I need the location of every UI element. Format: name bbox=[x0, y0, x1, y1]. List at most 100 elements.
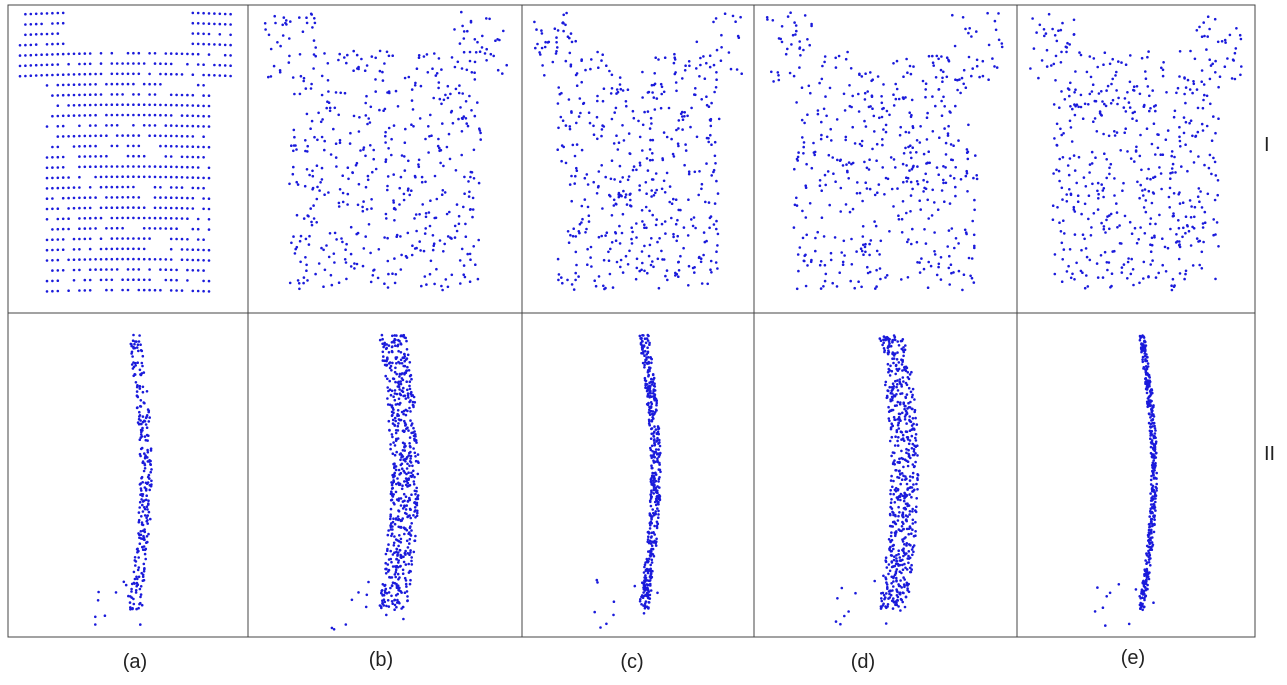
point bbox=[345, 243, 348, 246]
point bbox=[303, 276, 306, 279]
point bbox=[384, 584, 387, 587]
point bbox=[393, 334, 396, 337]
point bbox=[57, 53, 60, 56]
point bbox=[902, 346, 905, 349]
point bbox=[655, 218, 658, 221]
point bbox=[327, 191, 330, 194]
point bbox=[116, 165, 119, 168]
point bbox=[78, 94, 81, 97]
point bbox=[1170, 155, 1173, 158]
point bbox=[884, 576, 887, 579]
point bbox=[1177, 219, 1180, 222]
point bbox=[1056, 206, 1059, 209]
point bbox=[1055, 169, 1058, 172]
point bbox=[574, 40, 577, 43]
point bbox=[154, 104, 157, 107]
point bbox=[476, 41, 479, 44]
point bbox=[121, 227, 124, 230]
point bbox=[682, 247, 685, 250]
point bbox=[855, 250, 858, 253]
point bbox=[715, 220, 718, 223]
figure: (a) (b) (c) (d) (e) I II bbox=[0, 0, 1287, 680]
point bbox=[898, 344, 901, 347]
point bbox=[710, 125, 713, 128]
point bbox=[409, 475, 412, 478]
point bbox=[602, 285, 605, 288]
point bbox=[170, 166, 173, 169]
point bbox=[610, 178, 613, 181]
point bbox=[908, 419, 911, 422]
point bbox=[465, 235, 468, 238]
point bbox=[313, 17, 316, 20]
point bbox=[884, 384, 887, 387]
point bbox=[386, 237, 389, 240]
point bbox=[418, 159, 421, 162]
point bbox=[676, 219, 679, 222]
point bbox=[892, 607, 895, 610]
point bbox=[893, 459, 896, 462]
point bbox=[653, 431, 656, 434]
point bbox=[1193, 227, 1196, 230]
point bbox=[593, 611, 596, 614]
point bbox=[657, 516, 660, 519]
point bbox=[912, 463, 915, 466]
point bbox=[952, 144, 955, 147]
point bbox=[911, 528, 914, 531]
point bbox=[393, 463, 396, 466]
point bbox=[658, 468, 661, 471]
point bbox=[268, 34, 271, 37]
point bbox=[647, 110, 650, 113]
point bbox=[650, 117, 653, 120]
point bbox=[998, 39, 1001, 42]
point bbox=[666, 279, 669, 282]
point bbox=[474, 115, 477, 118]
point bbox=[1090, 76, 1093, 79]
point bbox=[1081, 271, 1084, 274]
point bbox=[383, 282, 386, 285]
point bbox=[1132, 284, 1135, 287]
point bbox=[902, 547, 905, 550]
point bbox=[1071, 273, 1074, 276]
point bbox=[881, 102, 884, 105]
point bbox=[938, 263, 941, 266]
point bbox=[328, 101, 331, 104]
point bbox=[635, 169, 638, 172]
point bbox=[391, 351, 394, 354]
point bbox=[1150, 250, 1153, 253]
point bbox=[1124, 97, 1127, 100]
point bbox=[908, 415, 911, 418]
point bbox=[666, 172, 669, 175]
point bbox=[132, 83, 135, 86]
point bbox=[1151, 430, 1154, 433]
point bbox=[714, 141, 717, 144]
point bbox=[630, 238, 633, 241]
point bbox=[202, 156, 205, 159]
point bbox=[1089, 55, 1092, 58]
point bbox=[651, 214, 654, 217]
point bbox=[138, 155, 141, 158]
point bbox=[880, 592, 883, 595]
point bbox=[1154, 110, 1157, 113]
point bbox=[1108, 261, 1111, 264]
point bbox=[219, 13, 222, 16]
point bbox=[213, 64, 216, 67]
point bbox=[1204, 221, 1207, 224]
point bbox=[147, 481, 150, 484]
point bbox=[1098, 92, 1101, 95]
point bbox=[400, 504, 403, 507]
point bbox=[409, 538, 412, 541]
point bbox=[186, 238, 189, 241]
point bbox=[925, 82, 928, 85]
point bbox=[821, 216, 824, 219]
point bbox=[588, 214, 591, 217]
point bbox=[397, 361, 400, 364]
point bbox=[391, 584, 394, 587]
point bbox=[1091, 90, 1094, 93]
point bbox=[310, 87, 313, 90]
point bbox=[706, 137, 709, 140]
point bbox=[127, 196, 130, 199]
point bbox=[866, 90, 869, 93]
point bbox=[575, 251, 578, 254]
point bbox=[646, 592, 649, 595]
point bbox=[896, 383, 899, 386]
